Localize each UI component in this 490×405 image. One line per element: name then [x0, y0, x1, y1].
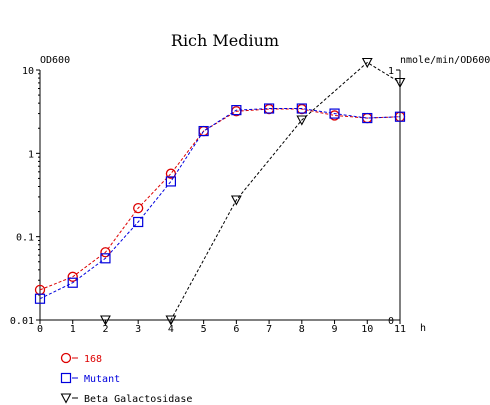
- series-0-point-1: [67, 271, 78, 282]
- legend-label-0: 168: [84, 354, 102, 365]
- chart-title: Rich Medium: [171, 31, 279, 50]
- y-left-tick-label-3: 0.01: [10, 316, 34, 327]
- series-layer: [34, 57, 406, 326]
- x-tick-label-1: 1: [70, 324, 76, 335]
- series-1-point-10: [362, 112, 373, 124]
- series-1-point-4: [165, 176, 177, 187]
- y-right-axis-label: nmole/min/OD600: [400, 55, 490, 66]
- series-2: [100, 57, 406, 326]
- series-0-point-2: [100, 247, 111, 258]
- y-left-tick-label-0: 10: [22, 66, 34, 77]
- x-tick-label-3: 3: [135, 324, 141, 335]
- x-tick-label-11: 11: [394, 324, 406, 335]
- legend-marker-1: [60, 372, 72, 384]
- series-1-point-6: [231, 105, 242, 116]
- y-left-axis-label: OD600: [40, 55, 70, 66]
- legend-marker-0: [60, 352, 72, 364]
- legend: 168 Mutant Beta Galactosidase: [60, 352, 192, 405]
- x-tick-label-9: 9: [332, 324, 338, 335]
- legend-label-2: Beta Galactosidase: [84, 394, 192, 405]
- series-2-point-0: [100, 315, 111, 326]
- series-1-point-9: [329, 108, 340, 119]
- series-1-point-0: [34, 293, 46, 304]
- x-tick-label-8: 8: [299, 324, 305, 335]
- x-tick-label-4: 4: [168, 324, 174, 335]
- x-tick-label-2: 2: [102, 324, 108, 335]
- series-0: [34, 103, 406, 296]
- y-right-tick-label-0: 1: [388, 66, 394, 77]
- y-left-tick-label-2: 0.1: [16, 233, 34, 244]
- series-2-point-5: [394, 77, 406, 89]
- x-axis-unit: h: [420, 323, 426, 334]
- y-right-tick-label-1: 0: [388, 316, 394, 327]
- x-tick-label-0: 0: [37, 324, 43, 335]
- series-1-point-5: [198, 125, 209, 137]
- series-line-0: [39, 108, 401, 291]
- series-1-point-1: [67, 277, 78, 288]
- series-2-point-4: [361, 57, 373, 69]
- series-1-point-7: [263, 103, 275, 114]
- legend-marker-2: [60, 393, 72, 404]
- series-1-point-2: [100, 253, 111, 264]
- series-1-point-11: [394, 111, 406, 122]
- series-line-1: [39, 108, 401, 300]
- series-1-point-8: [296, 103, 307, 114]
- x-tick-label-10: 10: [361, 324, 373, 335]
- series-2-point-1: [165, 315, 177, 326]
- legend-label-1: Mutant: [84, 374, 120, 385]
- y-left-tick-label-1: 1: [28, 149, 34, 160]
- series-1: [34, 103, 406, 304]
- x-tick-label-6: 6: [233, 324, 239, 335]
- series-2-point-3: [296, 115, 308, 126]
- series-line-2: [105, 61, 401, 321]
- series-1-point-3: [133, 216, 144, 228]
- x-tick-label-5: 5: [201, 324, 207, 335]
- series-2-point-2: [230, 195, 242, 206]
- series-0-point-3: [133, 202, 144, 214]
- x-tick-label-7: 7: [266, 324, 272, 335]
